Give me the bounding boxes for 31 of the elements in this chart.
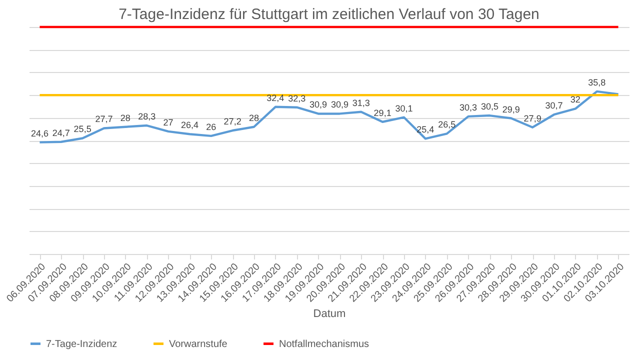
data-label: 30,7 <box>545 100 563 111</box>
data-label: 26,4 <box>180 120 198 130</box>
data-label: 29,9 <box>502 104 520 114</box>
data-label: 28,3 <box>138 112 156 122</box>
data-label: 27 <box>163 117 174 128</box>
data-label: 30,3 <box>460 102 478 112</box>
data-label: 27,9 <box>524 113 542 124</box>
data-label: 27,7 <box>95 114 113 124</box>
data-label: 25,5 <box>74 124 92 134</box>
data-label: 30,9 <box>330 100 348 110</box>
data-label: 26 <box>206 122 216 132</box>
data-label: 32 <box>570 94 580 105</box>
data-label: 25,4 <box>416 124 434 135</box>
data-label: 28 <box>248 112 260 123</box>
data-label: 35,8 <box>588 77 606 88</box>
data-label: 24,7 <box>52 128 70 138</box>
data-label: 28 <box>120 112 130 123</box>
legend-label: 7-Tage-Inzidenz <box>46 338 118 350</box>
data-label: 30,9 <box>310 100 328 110</box>
legend-label: Notfallmechanismus <box>279 338 370 350</box>
data-label: 30,1 <box>395 103 413 114</box>
data-label: 27,2 <box>224 116 242 127</box>
x-axis-title: Datum <box>313 308 346 320</box>
data-label: 31,3 <box>352 98 370 108</box>
chart-title: 7-Tage-Inzidenz für Stuttgart im zeitlichen Verlauf von 30 Tagen <box>118 6 540 23</box>
data-label: 30,5 <box>480 102 498 112</box>
data-label: 32,3 <box>288 93 306 104</box>
data-label: 24,6 <box>30 128 48 138</box>
legend-label: Vorwarnstufe <box>169 338 228 350</box>
data-label: 26,5 <box>438 120 456 130</box>
data-label: 29,1 <box>374 108 392 118</box>
